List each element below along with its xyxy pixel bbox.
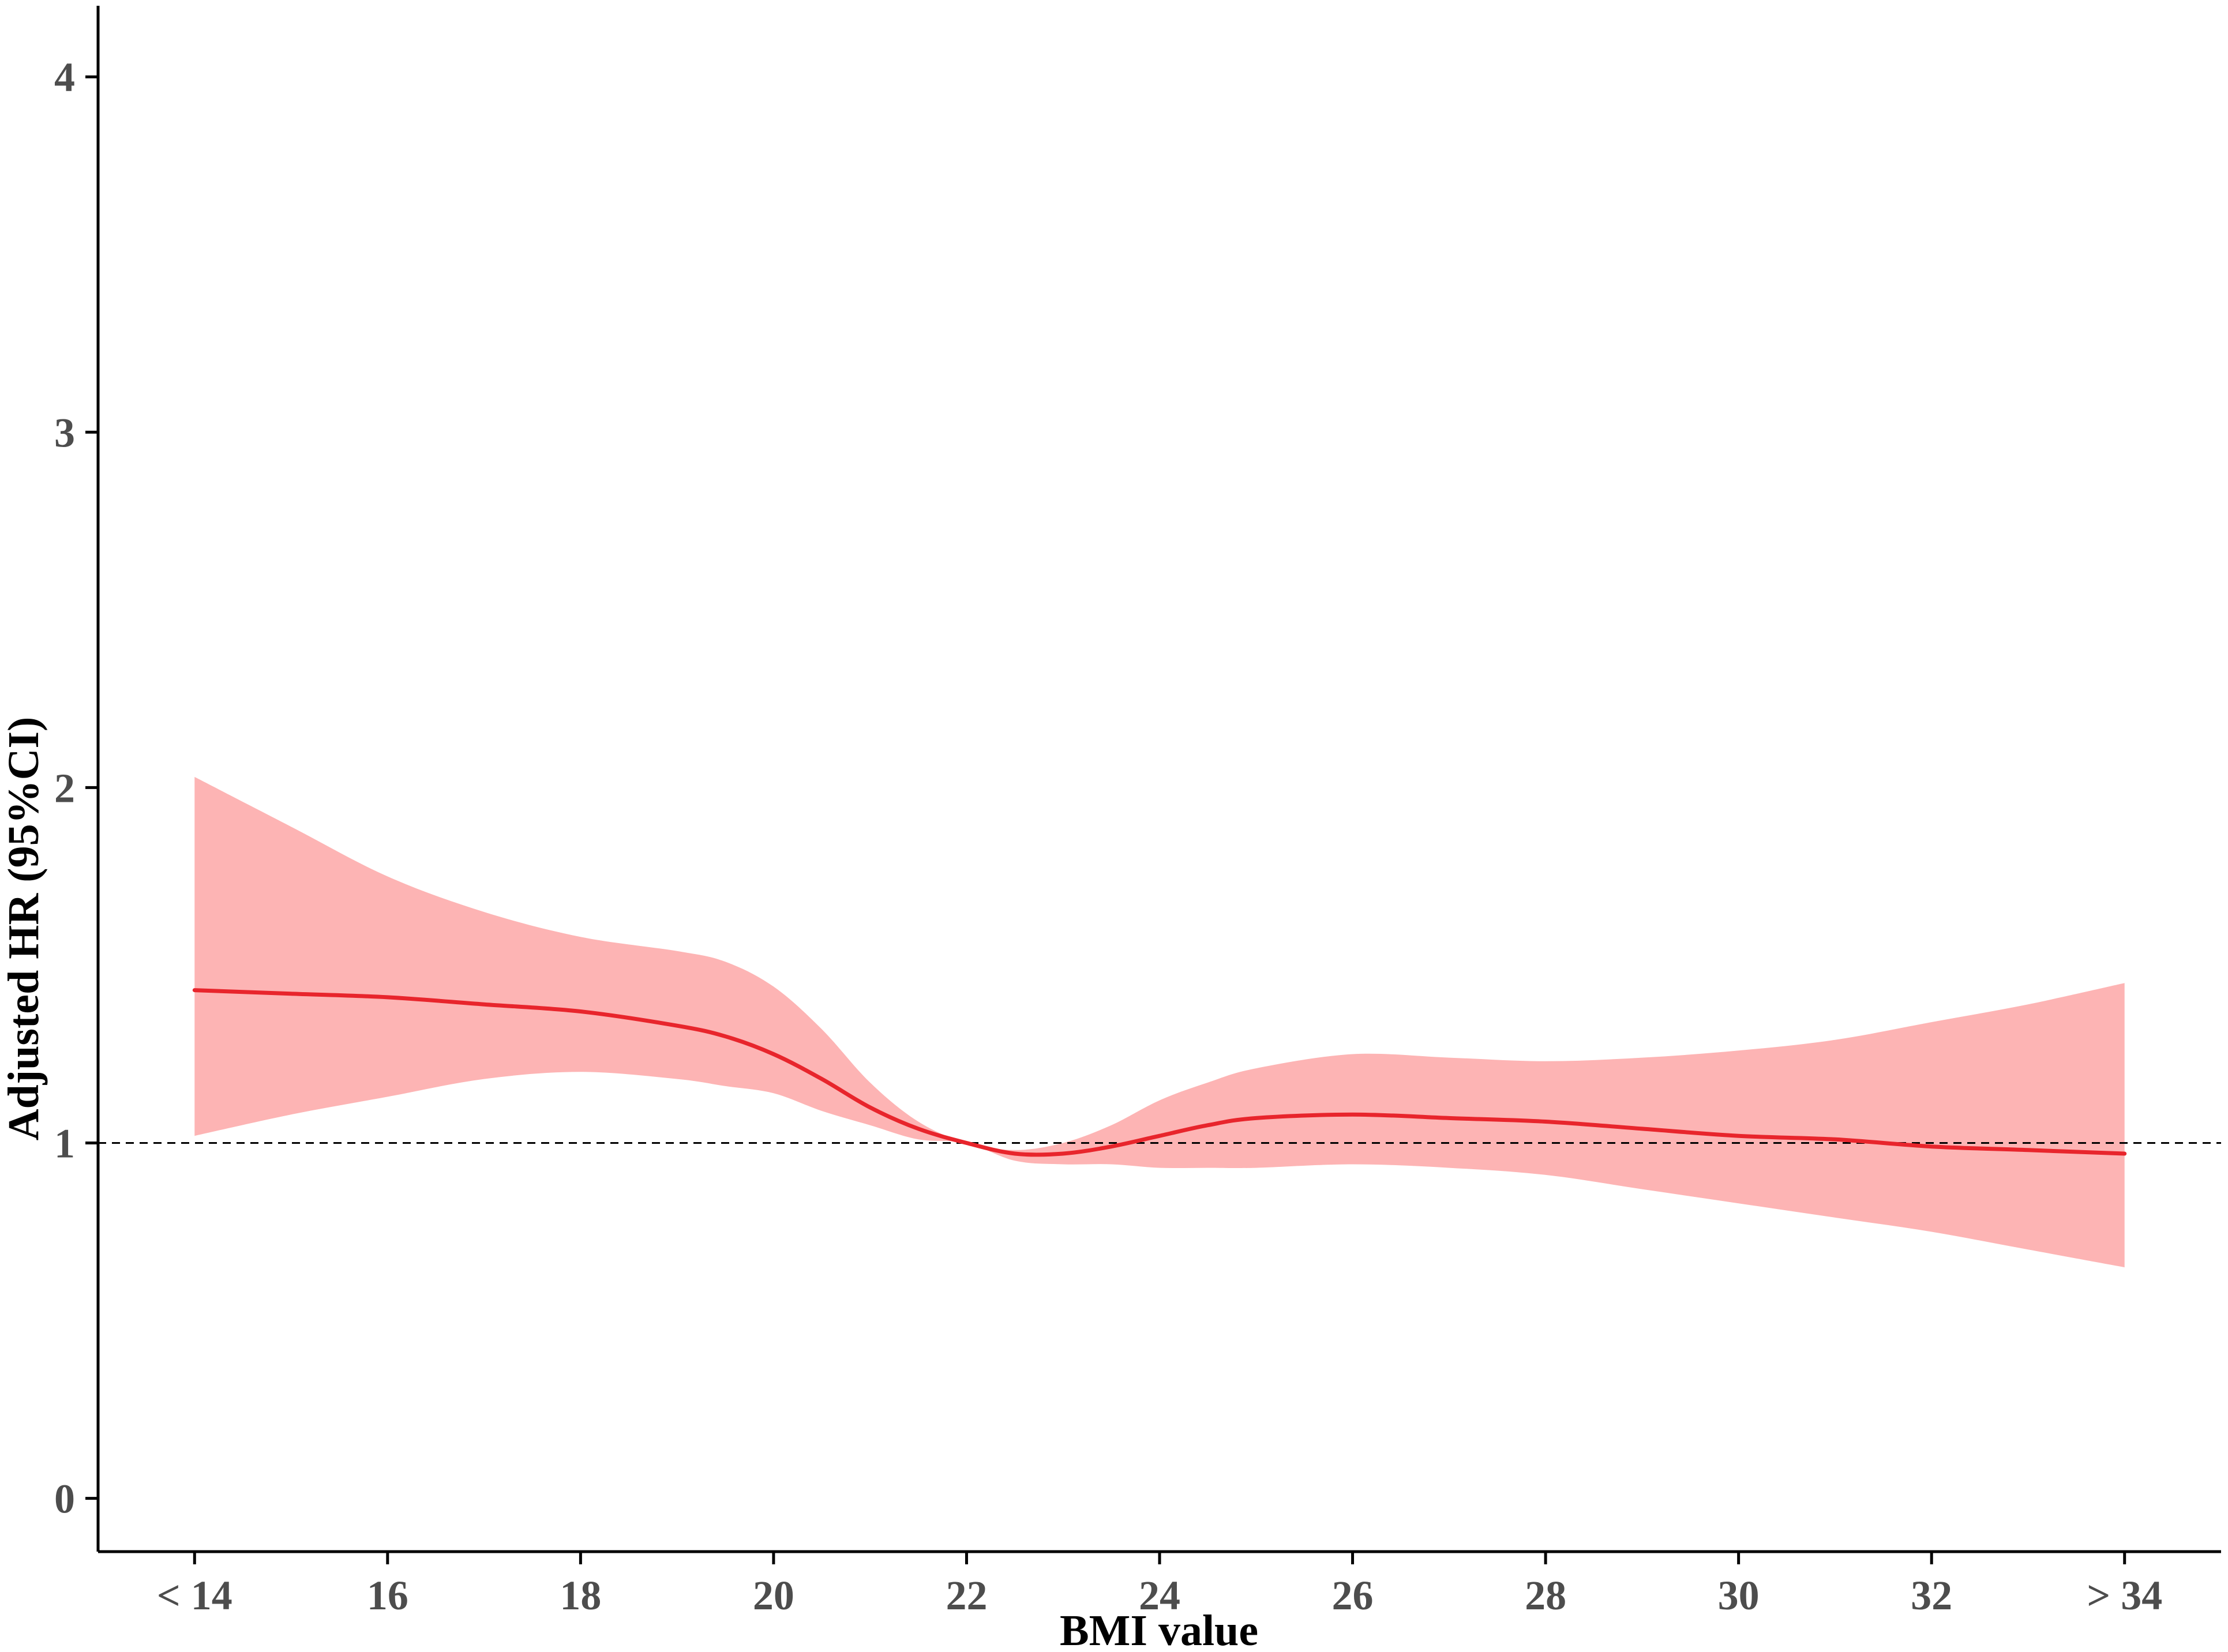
x-tick-label: 16 bbox=[367, 1572, 408, 1619]
x-tick-label: 28 bbox=[1525, 1572, 1566, 1619]
confidence-band bbox=[194, 776, 2125, 1268]
x-tick-label: 32 bbox=[1911, 1572, 1952, 1619]
hr-curve-layer bbox=[192, 988, 2127, 1157]
axes-layer bbox=[96, 6, 2221, 1553]
x-tick-label: 24 bbox=[1139, 1572, 1180, 1619]
x-tick-label: 30 bbox=[1718, 1572, 1760, 1619]
x-ticks: < 14 16 18 20 22 24 26 28 30 32 > 34 bbox=[157, 1552, 2162, 1619]
y-tick-label: 2 bbox=[54, 765, 75, 811]
x-tick-label: < 14 bbox=[157, 1572, 232, 1619]
x-tick-label: 20 bbox=[753, 1572, 794, 1619]
y-tick-label: 3 bbox=[54, 410, 75, 456]
y-ticks: 0 1 2 3 4 bbox=[54, 54, 98, 1522]
x-axis-title: BMI value bbox=[1060, 1606, 1258, 1652]
x-tick-label: 18 bbox=[560, 1572, 601, 1619]
hr-curve bbox=[192, 988, 2127, 1157]
y-tick-label: 0 bbox=[54, 1476, 75, 1522]
y-tick-label: 1 bbox=[54, 1120, 75, 1166]
y-axis-title: Adjusted HR (95%CI) bbox=[0, 717, 48, 1141]
x-tick-label: > 34 bbox=[2087, 1572, 2162, 1619]
confidence-band-layer bbox=[194, 776, 2125, 1268]
y-tick-label: 4 bbox=[54, 54, 75, 100]
x-tick-label: 22 bbox=[946, 1572, 987, 1619]
x-tick-label: 26 bbox=[1332, 1572, 1374, 1619]
